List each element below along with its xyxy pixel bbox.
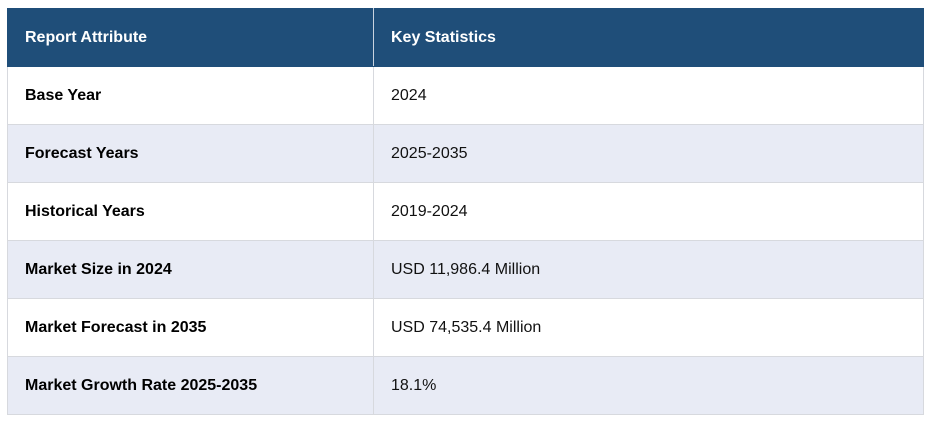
header-key-statistics: Key Statistics: [373, 8, 924, 67]
row-attribute: Market Size in 2024: [7, 240, 374, 299]
table-row: Market Growth Rate 2025-2035 18.1%: [7, 356, 924, 415]
row-value: 2025-2035: [373, 124, 924, 183]
row-attribute: Market Forecast in 2035: [7, 298, 374, 357]
report-statistics-table: Report Attribute Key Statistics Base Yea…: [7, 8, 924, 415]
header-report-attribute: Report Attribute: [7, 8, 374, 67]
row-value: USD 11,986.4 Million: [373, 240, 924, 299]
row-value: 2024: [373, 66, 924, 125]
row-value: 18.1%: [373, 356, 924, 415]
table-row: Historical Years 2019-2024: [7, 182, 924, 241]
row-value: USD 74,535.4 Million: [373, 298, 924, 357]
row-attribute: Base Year: [7, 66, 374, 125]
report-statistics-table-container: Report Attribute Key Statistics Base Yea…: [7, 8, 924, 415]
table-header: Report Attribute Key Statistics: [7, 8, 924, 67]
header-row: Report Attribute Key Statistics: [7, 8, 924, 67]
row-attribute: Historical Years: [7, 182, 374, 241]
table-body: Base Year 2024 Forecast Years 2025-2035 …: [7, 66, 924, 415]
table-row: Base Year 2024: [7, 66, 924, 125]
row-value: 2019-2024: [373, 182, 924, 241]
row-attribute: Market Growth Rate 2025-2035: [7, 356, 374, 415]
table-row: Market Size in 2024 USD 11,986.4 Million: [7, 240, 924, 299]
row-attribute: Forecast Years: [7, 124, 374, 183]
table-row: Market Forecast in 2035 USD 74,535.4 Mil…: [7, 298, 924, 357]
table-row: Forecast Years 2025-2035: [7, 124, 924, 183]
